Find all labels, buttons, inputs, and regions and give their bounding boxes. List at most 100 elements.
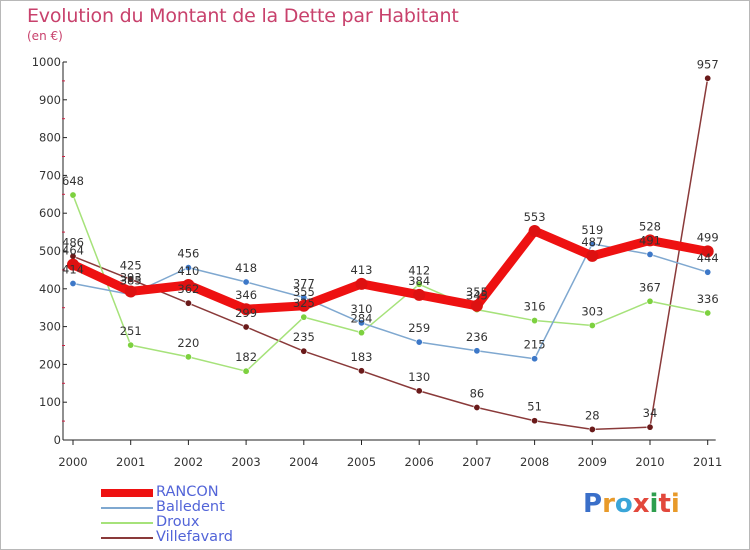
data-label: 957 — [697, 57, 719, 71]
data-point — [588, 321, 596, 329]
y-tick-label: 800 — [39, 131, 61, 145]
x-tick-label: 2011 — [693, 455, 722, 469]
data-point — [184, 264, 192, 272]
data-point — [531, 355, 539, 363]
series-line-villefavard — [72, 77, 709, 431]
data-point — [69, 280, 77, 288]
data-point — [704, 309, 712, 317]
x-tick-label: 2000 — [58, 455, 87, 469]
data-point — [644, 234, 656, 247]
data-label: 303 — [581, 304, 603, 318]
data-label: 51 — [527, 400, 542, 414]
legend-label: Balledent — [156, 499, 225, 515]
data-label: 362 — [177, 282, 199, 296]
legend-swatch — [101, 521, 153, 524]
data-label: 487 — [581, 235, 603, 249]
data-label: 345 — [466, 289, 488, 303]
series-line-rancon — [68, 226, 713, 314]
data-point — [646, 423, 654, 431]
data-label: 236 — [466, 330, 488, 344]
data-point — [240, 303, 253, 316]
data-point — [184, 299, 192, 307]
data-label: 336 — [697, 292, 719, 306]
proxiti-logo: Proxiti — [583, 489, 680, 519]
data-label: 413 — [351, 263, 373, 277]
data-point — [528, 224, 541, 237]
data-point — [300, 347, 308, 355]
data-point — [242, 323, 250, 331]
data-point — [704, 268, 712, 276]
data-label: 182 — [235, 350, 257, 364]
data-label: 464 — [62, 244, 84, 258]
data-label: 414 — [62, 263, 84, 277]
x-tick-label: 2005 — [347, 455, 376, 469]
data-label: 183 — [351, 350, 373, 364]
legend-swatch — [101, 506, 153, 509]
data-point — [357, 329, 365, 337]
data-label: 528 — [639, 219, 661, 233]
x-tick-label: 2001 — [116, 455, 145, 469]
chart-unit-label: (en €) — [27, 29, 63, 43]
data-point — [646, 297, 654, 305]
data-label: 418 — [235, 261, 257, 275]
data-label: 235 — [293, 330, 315, 344]
data-point — [531, 417, 539, 425]
data-point — [300, 313, 308, 321]
data-label: 130 — [408, 370, 430, 384]
data-label: 444 — [697, 251, 719, 265]
data-point — [67, 258, 79, 271]
data-point — [586, 249, 599, 262]
data-label: 259 — [408, 321, 430, 335]
y-tick-label: 500 — [39, 244, 61, 258]
data-label: 215 — [524, 338, 546, 352]
data-point — [69, 191, 77, 199]
legend-item: Villefavard — [101, 530, 233, 545]
legend-swatch — [101, 536, 153, 539]
data-point — [184, 353, 192, 361]
data-label: 553 — [524, 210, 546, 224]
data-point — [415, 338, 423, 346]
y-tick-label: 900 — [39, 93, 61, 107]
data-label: 251 — [120, 324, 142, 338]
data-point — [473, 403, 481, 411]
data-point — [646, 250, 654, 258]
data-point — [182, 279, 195, 292]
y-tick-label: 200 — [39, 357, 61, 371]
data-point — [473, 347, 481, 355]
x-tick-label: 2008 — [520, 455, 549, 469]
data-label: 486 — [62, 235, 84, 249]
data-label: 325 — [293, 296, 315, 310]
legend-item: Balledent — [101, 500, 233, 515]
data-label: 299 — [235, 306, 257, 320]
y-tick-label: 100 — [39, 395, 61, 409]
data-label: 355 — [293, 285, 315, 299]
data-label: 346 — [235, 288, 257, 302]
data-point — [127, 341, 135, 349]
data-point — [242, 278, 250, 286]
data-point — [415, 387, 423, 395]
x-tick-label: 2003 — [231, 455, 260, 469]
data-label: 34 — [643, 406, 658, 420]
data-label: 491 — [639, 233, 661, 247]
data-point — [415, 280, 423, 288]
data-label: 499 — [697, 230, 719, 244]
y-tick-label: 0 — [54, 433, 61, 447]
legend-label: Droux — [156, 514, 200, 530]
data-point — [531, 317, 539, 325]
data-point — [127, 275, 135, 283]
y-tick-label: 300 — [39, 320, 61, 334]
data-point — [357, 319, 365, 327]
x-tick-label: 2004 — [289, 455, 318, 469]
legend-item: Droux — [101, 515, 233, 530]
data-point — [242, 367, 250, 375]
data-label: 412 — [408, 263, 430, 277]
legend-item: RANCON — [101, 485, 233, 500]
data-point — [355, 277, 368, 290]
x-tick-label: 2009 — [578, 455, 607, 469]
data-label: 393 — [120, 270, 142, 284]
data-label: 384 — [408, 274, 430, 288]
data-point — [297, 299, 310, 312]
legend: RANCON Balledent Droux Villefavard — [101, 485, 233, 545]
